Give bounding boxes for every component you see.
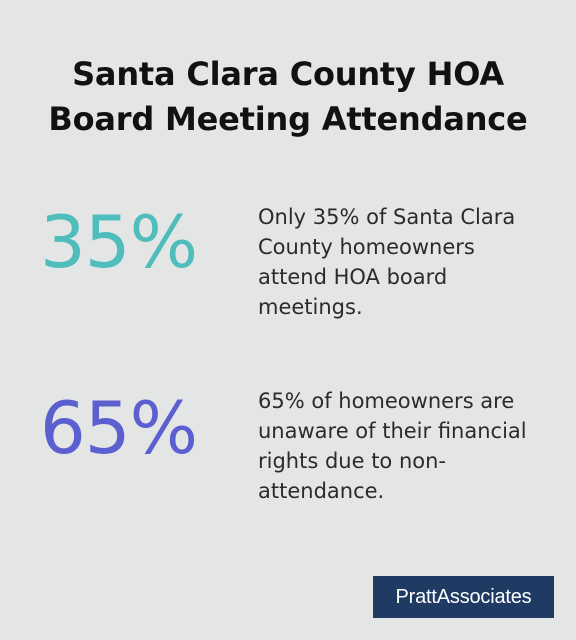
stat-description: 65% of homeowners are unaware of their f… — [258, 389, 527, 503]
stat-value: 35% — [40, 200, 198, 284]
stat-description: Only 35% of Santa Clara County homeowner… — [258, 205, 516, 319]
page-title: Santa Clara County HOA Board Meeting Att… — [48, 55, 528, 138]
pratt-associates-logo: PrattAssociates — [373, 576, 554, 618]
stat-value: 65% — [40, 386, 198, 470]
